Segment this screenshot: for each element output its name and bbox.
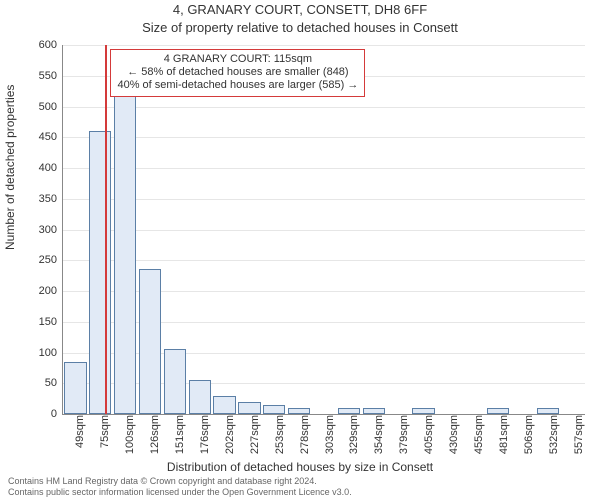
y-tick: 450 — [39, 131, 57, 143]
x-tick: 176sqm — [199, 415, 211, 454]
histogram-bar — [238, 402, 260, 414]
x-tick: 506sqm — [523, 415, 535, 454]
x-tick: 75sqm — [99, 415, 111, 448]
x-tick: 329sqm — [348, 415, 360, 454]
x-tick: 100sqm — [124, 415, 136, 454]
y-tick: 500 — [39, 101, 57, 113]
histogram-bar — [89, 131, 111, 414]
histogram-bar — [263, 405, 285, 414]
plot-area: 4 GRANARY COURT: 115sqm ← 58% of detache… — [62, 45, 585, 415]
x-tick: 557sqm — [573, 415, 585, 454]
y-tick: 350 — [39, 193, 57, 205]
annotation-line: 4 GRANARY COURT: 115sqm — [117, 53, 358, 66]
x-tick: 379sqm — [398, 415, 410, 454]
y-tick: 600 — [39, 39, 57, 51]
histogram-bar — [64, 362, 86, 414]
y-tick: 300 — [39, 224, 57, 236]
histogram-bar — [487, 408, 509, 414]
y-axis-label: Number of detached properties — [3, 85, 17, 250]
property-marker-line — [105, 45, 107, 414]
y-tick: 150 — [39, 316, 57, 328]
bars-layer — [63, 45, 585, 414]
y-tick: 400 — [39, 162, 57, 174]
x-tick: 481sqm — [498, 415, 510, 454]
x-tick: 202sqm — [224, 415, 236, 454]
histogram-bar — [412, 408, 434, 414]
x-tick: 532sqm — [548, 415, 560, 454]
marker-annotation: 4 GRANARY COURT: 115sqm ← 58% of detache… — [110, 49, 365, 97]
y-tick: 250 — [39, 254, 57, 266]
x-axis-label: Distribution of detached houses by size … — [0, 460, 600, 474]
x-tick: 49sqm — [74, 415, 86, 448]
annotation-line: 40% of semi-detached houses are larger (… — [117, 79, 358, 92]
x-tick: 430sqm — [448, 415, 460, 454]
histogram-bar — [288, 408, 310, 414]
property-size-chart: 4, GRANARY COURT, CONSETT, DH8 6FF Size … — [0, 0, 600, 500]
histogram-bar — [537, 408, 559, 414]
annotation-line: ← 58% of detached houses are smaller (84… — [117, 66, 358, 79]
histogram-bar — [114, 73, 136, 414]
x-tick: 227sqm — [249, 415, 261, 454]
x-tick: 405sqm — [423, 415, 435, 454]
histogram-bar — [139, 269, 161, 414]
x-tick: 455sqm — [473, 415, 485, 454]
histogram-bar — [164, 349, 186, 414]
y-tick: 550 — [39, 70, 57, 82]
y-tick: 0 — [51, 408, 57, 420]
x-tick: 126sqm — [149, 415, 161, 454]
x-tick: 354sqm — [373, 415, 385, 454]
chart-subtitle: Size of property relative to detached ho… — [0, 20, 600, 35]
y-tick: 100 — [39, 347, 57, 359]
chart-title-address: 4, GRANARY COURT, CONSETT, DH8 6FF — [0, 2, 600, 17]
x-tick: 303sqm — [324, 415, 336, 454]
histogram-bar — [213, 396, 235, 414]
attribution-footer: Contains HM Land Registry data © Crown c… — [8, 476, 592, 498]
footer-line: Contains HM Land Registry data © Crown c… — [8, 476, 592, 487]
histogram-bar — [338, 408, 360, 414]
x-tick: 253sqm — [274, 415, 286, 454]
x-tick: 151sqm — [174, 415, 186, 454]
x-tick: 278sqm — [299, 415, 311, 454]
y-tick: 50 — [45, 377, 57, 389]
y-tick: 200 — [39, 285, 57, 297]
histogram-bar — [189, 380, 211, 414]
histogram-bar — [363, 408, 385, 414]
footer-line: Contains public sector information licen… — [8, 487, 592, 498]
